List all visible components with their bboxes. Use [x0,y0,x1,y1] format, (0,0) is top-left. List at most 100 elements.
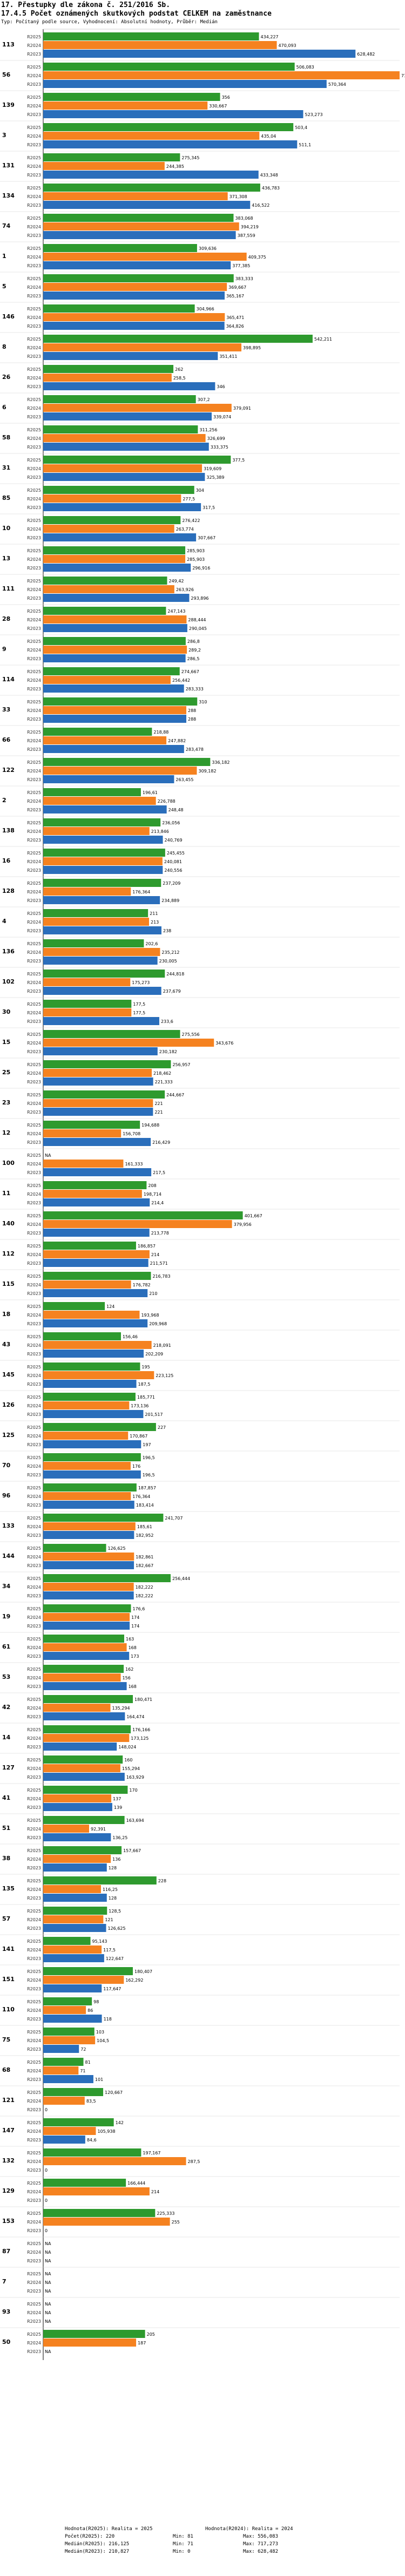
bar-r2024 [43,343,242,351]
group-code-label: 87 [2,2248,10,2255]
value-label: 296,916 [192,566,210,571]
bar-r2023 [43,1531,134,1539]
value-label: 194,688 [141,1123,159,1128]
bar-r2023 [43,1712,125,1720]
bar-r2023 [43,1894,107,1902]
value-label: 371,308 [230,194,247,199]
bar-r2024 [43,1976,124,1984]
bar-r2023 [43,1622,130,1630]
value-label: 128,5 [109,1909,121,1914]
series-label: R2023 [27,1563,41,1568]
value-label: 339,074 [213,415,231,419]
series-label: R2024 [27,890,41,894]
bar-r2024 [43,1704,111,1712]
value-label: 311,256 [199,428,217,432]
series-label: R2025 [27,1606,41,1611]
bar-r2025 [43,335,313,343]
value-label: 309,636 [199,246,217,251]
group-code-label: 42 [2,1704,10,1711]
value-label: 182,667 [136,1563,153,1568]
value-label: 394,219 [241,225,259,229]
value-label: 157,667 [123,1848,141,1853]
series-label: R2025 [27,1818,41,1823]
series-label: R2025 [27,307,41,311]
value-label: 223,125 [156,1373,173,1378]
bar-r2023 [43,1773,125,1781]
series-label: R2025 [27,518,41,523]
value-label: 213 [151,920,159,925]
value-label: 168 [129,1684,137,1689]
value-label: NA [45,2272,51,2276]
value-label: 256,957 [172,1062,190,1067]
group-code-label: 8 [2,343,6,350]
value-label: 244,667 [166,1093,184,1097]
bar-r2024 [43,736,167,744]
group-code-label: 70 [2,1462,11,1469]
series-label: R2024 [27,2280,41,2285]
series-label: R2024 [27,1676,41,1680]
series-label: R2023 [27,2228,41,2233]
value-label: 235,212 [161,950,179,955]
value-label: 163,929 [126,1775,144,1780]
bar-r2025 [43,2148,141,2157]
value-label: 277,5 [183,497,195,501]
group-code-label: 3 [2,132,6,139]
series-label: R2025 [27,1123,41,1128]
series-label: R2023 [27,324,41,329]
value-label: 288,444 [188,618,206,622]
bar-r2023 [43,201,251,209]
value-label: 136 [112,1857,120,1862]
value-label: 287,5 [188,2159,200,2164]
bar-r2024 [43,1553,134,1561]
group-code-label: 85 [2,494,10,501]
value-label: 177,5 [133,1011,145,1015]
series-label: R2023 [27,1019,41,1024]
series-label: R2024 [27,1797,41,1801]
series-label: R2025 [27,1455,41,1460]
group-code-label: 125 [2,1432,15,1439]
chart-subtitle: 17.4.5 Počet oznámených skutkových podst… [1,10,272,18]
series-label: R2024 [27,2069,41,2073]
series-label: R2025 [27,246,41,251]
value-label: 163,694 [126,1818,144,1823]
value-label: 180,407 [134,1969,152,1974]
series-label: R2024 [27,255,41,260]
footer-line2-right: Max: 556,083 [243,2534,279,2539]
bar-r2023 [43,1350,144,1358]
value-label: 304,966 [197,307,214,311]
series-label: R2025 [27,669,41,674]
series-label: R2025 [27,1758,41,1762]
value-label: 288 [188,717,196,722]
value-label: 170,867 [130,1434,147,1439]
series-label: R2025 [27,2181,41,2186]
bar-r2023 [43,352,218,360]
group-code-label: 1 [2,253,6,260]
series-label: R2025 [27,397,41,402]
series-label: R2024 [27,1162,41,1167]
bar-r2024 [43,101,208,110]
bar-r2024 [43,2218,170,2226]
bar-r2023 [43,412,212,421]
series-label: R2023 [27,1805,41,1810]
group-code-label: 15 [2,1039,10,1046]
value-label: 383,333 [235,276,253,281]
series-label: R2023 [27,1866,41,1870]
group-code-label: 153 [2,2218,15,2225]
bar-r2025 [43,849,165,857]
value-label: 330,667 [209,104,227,109]
bar-r2024 [43,1160,124,1168]
series-label: R2023 [27,2168,41,2173]
value-label: 542,211 [314,337,332,342]
bar-r2024 [43,1220,232,1228]
series-label: R2023 [27,2349,41,2354]
value-label: 262 [175,367,183,372]
bar-r2025 [43,395,196,403]
bar-r2023 [43,564,191,572]
chart-title: 17. Přestupky dle zákona č. 251/2016 Sb. [1,1,171,9]
bar-r2024 [43,313,225,321]
series-label: R2023 [27,2319,41,2324]
bar-r2024 [43,1401,130,1409]
value-label: 176,782 [133,1283,151,1287]
value-label: NA [45,2250,51,2255]
value-label: 523,273 [305,112,322,117]
